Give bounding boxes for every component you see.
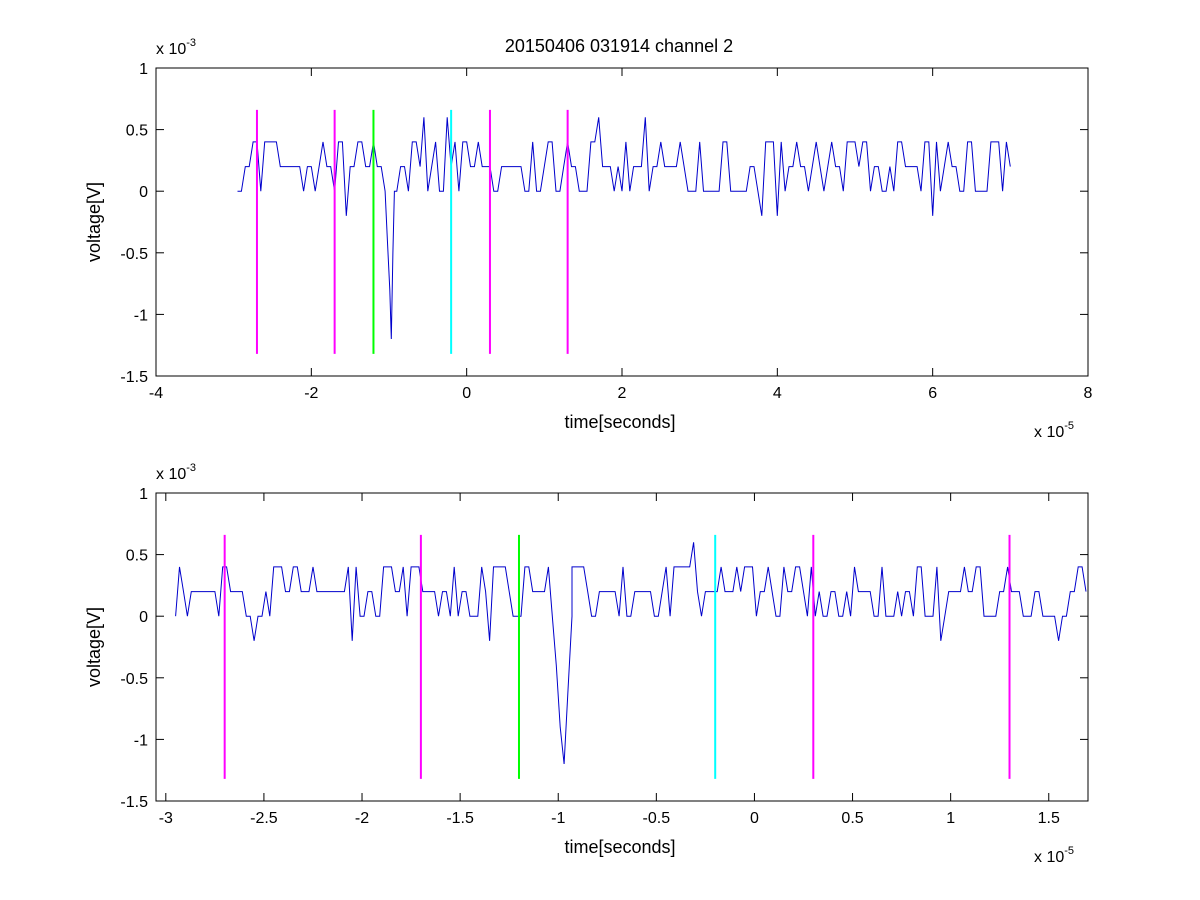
bottom-y-tick-label: -1.5	[120, 794, 148, 811]
bottom-x-tick-label: -2.5	[250, 810, 278, 827]
bottom-y-tick-label: 1	[139, 486, 148, 503]
figure-title: 20150406 031914 channel 2	[505, 36, 733, 56]
top-x-tick-label: 4	[773, 385, 782, 402]
top-x-tick-label: -4	[149, 385, 163, 402]
top-y-tick-label: 0	[139, 184, 148, 201]
bottom-y-tick-label: -0.5	[120, 671, 148, 688]
bottom-subplot: x 10-3 x 10-5 time[seconds] voltage[V] -…	[84, 462, 1089, 866]
bottom-x-tick-label: 0	[750, 810, 759, 827]
top-x-tick-label: 6	[928, 385, 937, 402]
bottom-signal-series	[175, 542, 1087, 765]
top-x-tick-label: 0	[462, 385, 471, 402]
bottom-x-tick-label: 0.5	[841, 810, 863, 827]
top-y-tick-label: -1.5	[120, 369, 148, 386]
top-y-tick-label: -0.5	[120, 246, 148, 263]
bottom-x-axis-label: time[seconds]	[564, 837, 675, 857]
top-y-tick-label: -1	[134, 307, 148, 324]
top-x-axis-label: time[seconds]	[564, 412, 675, 432]
top-y-tick-label: 0.5	[126, 123, 148, 140]
top-x-multiplier: x 10-5	[1034, 420, 1074, 441]
top-x-tick-label: -2	[304, 385, 318, 402]
bottom-x-tick-label: -1	[551, 810, 565, 827]
bottom-x-tick-label: -2	[355, 810, 369, 827]
bottom-x-tick-label: -0.5	[643, 810, 671, 827]
bottom-y-tick-label: 0	[139, 609, 148, 626]
top-x-tick-label: 8	[1084, 385, 1093, 402]
bottom-x-tick-label: -1.5	[446, 810, 474, 827]
top-signal-series	[237, 117, 1011, 340]
bottom-plot-area	[155, 492, 1089, 802]
bottom-y-tick-label: -1	[134, 732, 148, 749]
top-y-axis-label: voltage[V]	[84, 182, 104, 262]
bottom-y-axis-label: voltage[V]	[84, 607, 104, 687]
bottom-x-tick-label: 1.5	[1038, 810, 1060, 827]
bottom-x-multiplier: x 10-5	[1034, 845, 1074, 866]
bottom-x-tick-label: 1	[946, 810, 955, 827]
top-y-tick-label: 1	[139, 61, 148, 78]
top-plot-area	[155, 67, 1089, 377]
bottom-y-multiplier: x 10-3	[156, 462, 196, 483]
top-x-tick-label: 2	[618, 385, 627, 402]
top-y-multiplier: x 10-3	[156, 37, 196, 58]
top-subplot: x 10-3 x 10-5 time[seconds] voltage[V] -…	[84, 37, 1093, 441]
bottom-y-tick-label: 0.5	[126, 548, 148, 565]
bottom-x-tick-label: -3	[159, 810, 173, 827]
